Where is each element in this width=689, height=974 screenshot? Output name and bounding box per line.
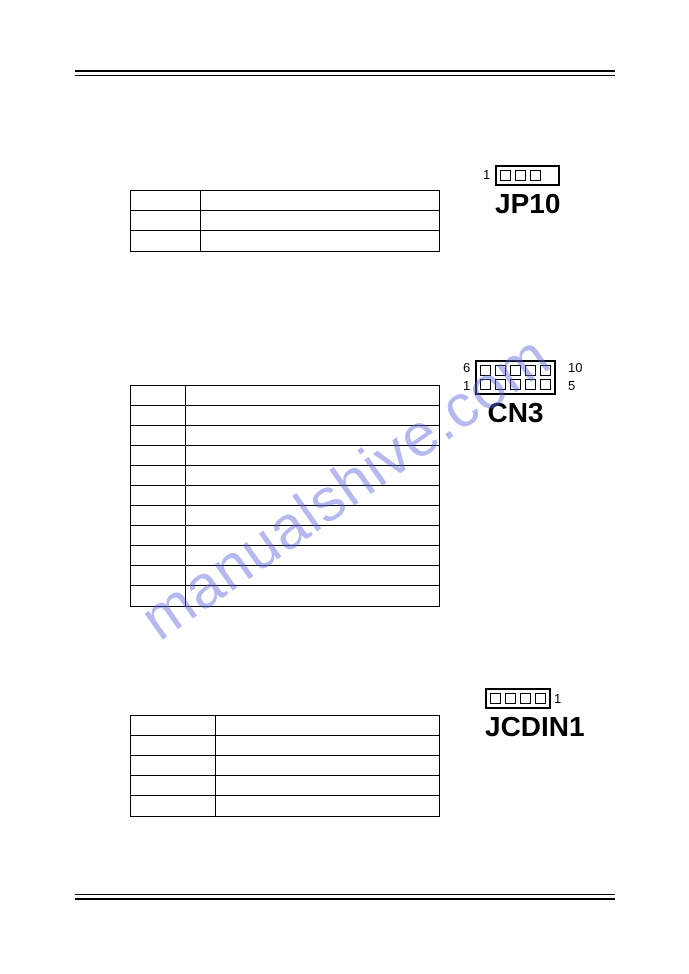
pin-icon	[510, 365, 521, 376]
table-cell	[216, 716, 439, 735]
connector-box	[475, 360, 556, 395]
connector-label: JCDIN1	[485, 711, 585, 743]
table-cell	[131, 716, 216, 735]
table-cell	[131, 426, 186, 445]
table-cell	[131, 776, 216, 795]
table-cell	[131, 211, 201, 230]
pin-icon	[515, 170, 526, 181]
pin-icon	[535, 693, 546, 704]
pin-label: 10	[568, 360, 582, 375]
table-cell	[131, 586, 186, 606]
table-cell	[186, 586, 439, 606]
table-cell	[216, 736, 439, 755]
connector-jp10: 1 JP10	[495, 165, 560, 220]
table-cell	[216, 756, 439, 775]
table-cell	[186, 486, 439, 505]
table-cell	[186, 566, 439, 585]
pin-icon	[530, 170, 541, 181]
table-cell	[131, 756, 216, 775]
table-cell	[131, 486, 186, 505]
pin-label: 1	[554, 691, 561, 706]
pin-icon	[495, 365, 506, 376]
pin-icon	[490, 693, 501, 704]
pin-icon	[500, 170, 511, 181]
connector-label: JP10	[495, 188, 560, 220]
table-cell	[216, 796, 439, 816]
table-cell	[186, 506, 439, 525]
table-cell	[131, 526, 186, 545]
connector-box	[495, 165, 560, 186]
page-content: 1 JP10 6 10 1 5	[75, 70, 615, 900]
table-cell	[186, 466, 439, 485]
pin-icon	[480, 365, 491, 376]
table-jp10	[130, 190, 440, 252]
table-cell	[201, 211, 439, 230]
table-cn3	[130, 385, 440, 607]
table-cell	[216, 776, 439, 795]
connector-label: CN3	[475, 397, 556, 429]
table-cell	[131, 446, 186, 465]
table-cell	[186, 406, 439, 425]
table-cell	[131, 566, 186, 585]
table-cell	[131, 386, 186, 405]
table-cell	[131, 231, 201, 251]
table-cell	[131, 796, 216, 816]
pin-label: 5	[568, 378, 575, 393]
pin-icon	[510, 379, 521, 390]
table-cell	[186, 426, 439, 445]
pin-label: 6	[463, 360, 470, 375]
connector-jcdin1: 1 JCDIN1	[485, 688, 585, 743]
pin-icon	[495, 379, 506, 390]
pin-label: 1	[463, 378, 470, 393]
bottom-double-rule	[75, 894, 615, 900]
connector-box	[485, 688, 551, 709]
pin-icon	[480, 379, 491, 390]
pin-label: 1	[483, 167, 490, 182]
pin-icon	[525, 365, 536, 376]
top-double-rule	[75, 70, 615, 76]
pin-icon	[525, 379, 536, 390]
table-cell	[131, 546, 186, 565]
pin-icon	[520, 693, 531, 704]
table-cell	[131, 191, 201, 210]
table-cell	[131, 466, 186, 485]
table-cell	[186, 386, 439, 405]
table-jcdin1	[130, 715, 440, 817]
table-cell	[131, 406, 186, 425]
connector-cn3: 6 10 1 5 CN3	[475, 360, 556, 429]
pin-icon	[505, 693, 516, 704]
pin-icon	[540, 365, 551, 376]
table-cell	[131, 736, 216, 755]
table-cell	[186, 546, 439, 565]
table-cell	[201, 231, 439, 251]
table-cell	[186, 446, 439, 465]
table-cell	[186, 526, 439, 545]
pin-icon	[540, 379, 551, 390]
table-cell	[201, 191, 439, 210]
table-cell	[131, 506, 186, 525]
